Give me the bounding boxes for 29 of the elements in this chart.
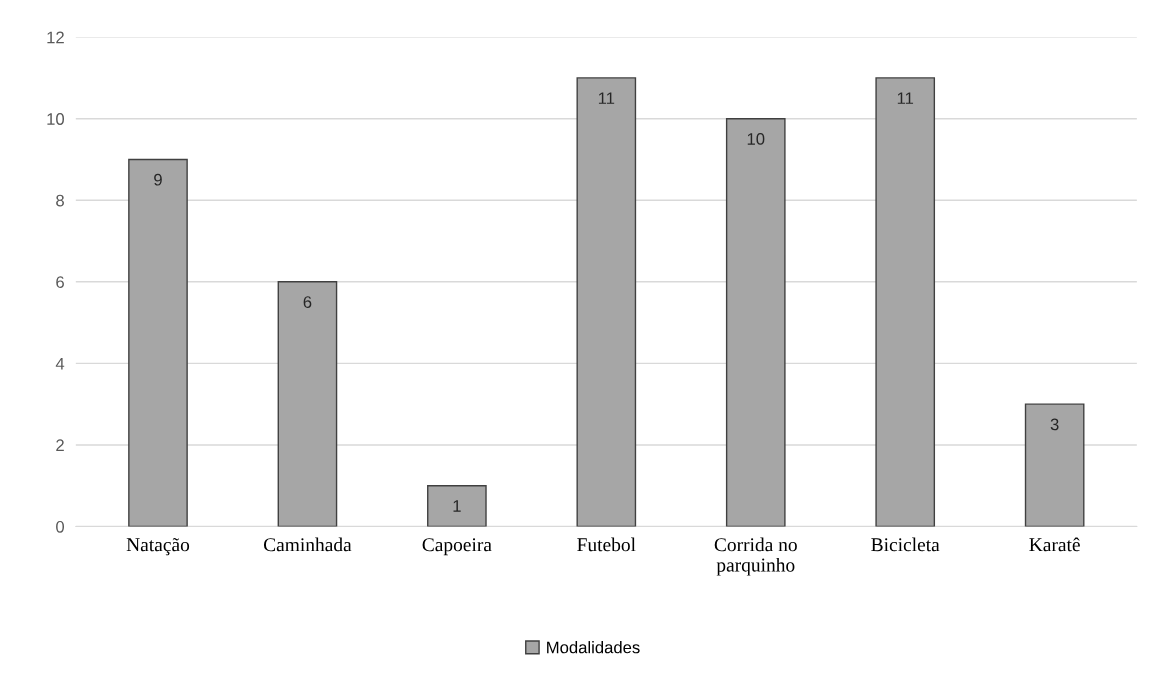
x-tick-label: Caminhada bbox=[263, 537, 352, 552]
y-tick-label: 8 bbox=[56, 194, 64, 207]
bar bbox=[725, 117, 786, 527]
x-tick-label: Karatê bbox=[1029, 537, 1080, 552]
data-label: 10 bbox=[747, 133, 765, 145]
data-label: 9 bbox=[154, 173, 162, 186]
bar bbox=[427, 485, 487, 527]
bar bbox=[128, 158, 188, 527]
y-tick-label: 6 bbox=[56, 276, 64, 289]
x-tick-label: Futebol bbox=[577, 537, 636, 552]
bar bbox=[576, 77, 637, 527]
x-tick-label: Capoeira bbox=[422, 538, 492, 556]
legend-label: Modalidades bbox=[547, 641, 640, 654]
y-tick-label: 10 bbox=[47, 113, 65, 125]
y-tick-label: 2 bbox=[56, 439, 64, 451]
data-label: 6 bbox=[303, 296, 312, 308]
data-label: 11 bbox=[897, 92, 914, 104]
bar bbox=[277, 281, 338, 527]
x-tick-label: Bicicleta bbox=[871, 537, 940, 552]
y-tick-label: 0 bbox=[56, 520, 65, 533]
bar bbox=[875, 77, 936, 527]
y-tick-label: 12 bbox=[47, 31, 64, 44]
x-tick-label: Natação bbox=[126, 538, 190, 556]
data-label: 11 bbox=[598, 92, 615, 104]
data-label: 3 bbox=[1050, 418, 1059, 431]
bar bbox=[1024, 403, 1085, 527]
y-tick-label: 4 bbox=[55, 357, 65, 370]
data-label: 1 bbox=[453, 500, 461, 512]
x-tick-label: Corrida no parquinho bbox=[714, 537, 797, 576]
